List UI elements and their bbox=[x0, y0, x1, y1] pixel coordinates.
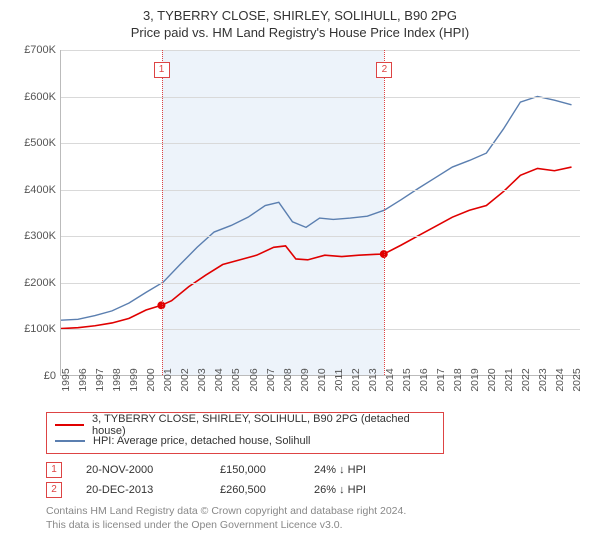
x-tick-label: 2001 bbox=[162, 368, 174, 391]
gridline-h bbox=[61, 283, 580, 284]
series-hpi bbox=[61, 96, 572, 320]
x-tick-label: 2024 bbox=[554, 368, 566, 391]
footer-attribution: Contains HM Land Registry data © Crown c… bbox=[46, 504, 588, 532]
x-tick-label: 2019 bbox=[469, 368, 481, 391]
legend-label: HPI: Average price, detached house, Soli… bbox=[93, 435, 311, 447]
x-tick-label: 2008 bbox=[282, 368, 294, 391]
gridline-h bbox=[61, 97, 580, 98]
x-tick-label: 2015 bbox=[401, 368, 413, 391]
marker-label-box: 2 bbox=[376, 62, 392, 78]
x-tick-label: 1998 bbox=[111, 368, 123, 391]
sale-delta: 24% ↓ HPI bbox=[314, 464, 394, 476]
x-tick-label: 2021 bbox=[503, 368, 515, 391]
x-tick-label: 1999 bbox=[128, 368, 140, 391]
legend-row: 3, TYBERRY CLOSE, SHIRLEY, SOLIHULL, B90… bbox=[55, 417, 435, 433]
sale-date: 20-NOV-2000 bbox=[86, 464, 196, 476]
chart-area: 12 £0£100K£200K£300K£400K£500K£600K£700K… bbox=[12, 46, 588, 406]
series-property bbox=[61, 167, 572, 329]
legend: 3, TYBERRY CLOSE, SHIRLEY, SOLIHULL, B90… bbox=[46, 412, 444, 454]
x-tick-label: 2023 bbox=[537, 368, 549, 391]
sale-price: £150,000 bbox=[220, 464, 290, 476]
title-line-1: 3, TYBERRY CLOSE, SHIRLEY, SOLIHULL, B90… bbox=[12, 8, 588, 23]
marker-line bbox=[384, 50, 385, 375]
y-tick-label: £200K bbox=[12, 277, 56, 289]
x-tick-label: 2003 bbox=[196, 368, 208, 391]
x-tick-label: 2012 bbox=[350, 368, 362, 391]
sale-date: 20-DEC-2013 bbox=[86, 484, 196, 496]
legend-swatch bbox=[55, 440, 85, 442]
chart-title: 3, TYBERRY CLOSE, SHIRLEY, SOLIHULL, B90… bbox=[12, 8, 588, 40]
x-tick-label: 2020 bbox=[486, 368, 498, 391]
x-tick-label: 2017 bbox=[435, 368, 447, 391]
x-tick-label: 2025 bbox=[571, 368, 583, 391]
sale-row: 1 20-NOV-2000 £150,000 24% ↓ HPI bbox=[46, 462, 588, 478]
sale-marker-box: 1 bbox=[46, 462, 62, 478]
x-tick-label: 2010 bbox=[316, 368, 328, 391]
x-tick-label: 2016 bbox=[418, 368, 430, 391]
x-tick-label: 2002 bbox=[179, 368, 191, 391]
legend-swatch bbox=[55, 424, 84, 426]
sale-row: 2 20-DEC-2013 £260,500 26% ↓ HPI bbox=[46, 482, 588, 498]
legend-label: 3, TYBERRY CLOSE, SHIRLEY, SOLIHULL, B90… bbox=[92, 413, 435, 437]
gridline-h bbox=[61, 190, 580, 191]
x-tick-label: 2009 bbox=[299, 368, 311, 391]
plot-region: 12 bbox=[60, 50, 580, 376]
x-tick-label: 2006 bbox=[248, 368, 260, 391]
x-tick-label: 2018 bbox=[452, 368, 464, 391]
footer-line-1: Contains HM Land Registry data © Crown c… bbox=[46, 504, 588, 518]
y-tick-label: £0 bbox=[12, 370, 56, 382]
title-line-2: Price paid vs. HM Land Registry's House … bbox=[12, 25, 588, 40]
sale-price: £260,500 bbox=[220, 484, 290, 496]
x-tick-label: 2007 bbox=[265, 368, 277, 391]
x-tick-label: 2000 bbox=[145, 368, 157, 391]
x-tick-label: 2004 bbox=[213, 368, 225, 391]
sales-list: 1 20-NOV-2000 £150,000 24% ↓ HPI 2 20-DEC-201… bbox=[12, 462, 588, 498]
footer-line-2: This data is licensed under the Open Gov… bbox=[46, 518, 588, 532]
y-tick-label: £300K bbox=[12, 230, 56, 242]
gridline-h bbox=[61, 143, 580, 144]
x-tick-label: 2005 bbox=[230, 368, 242, 391]
y-tick-label: £700K bbox=[12, 44, 56, 56]
marker-line bbox=[162, 50, 163, 375]
x-tick-label: 2011 bbox=[333, 369, 345, 392]
chart-svg bbox=[61, 50, 580, 375]
y-tick-label: £600K bbox=[12, 91, 56, 103]
x-tick-label: 1995 bbox=[60, 368, 72, 391]
x-tick-label: 2013 bbox=[367, 368, 379, 391]
x-tick-label: 1997 bbox=[94, 368, 106, 391]
gridline-h bbox=[61, 236, 580, 237]
y-tick-label: £100K bbox=[12, 323, 56, 335]
y-tick-label: £500K bbox=[12, 137, 56, 149]
gridline-h bbox=[61, 329, 580, 330]
x-tick-label: 1996 bbox=[77, 368, 89, 391]
sale-marker-box: 2 bbox=[46, 482, 62, 498]
x-tick-label: 2014 bbox=[384, 368, 396, 391]
marker-label-box: 1 bbox=[154, 62, 170, 78]
y-tick-label: £400K bbox=[12, 184, 56, 196]
x-tick-label: 2022 bbox=[520, 368, 532, 391]
sale-delta: 26% ↓ HPI bbox=[314, 484, 394, 496]
gridline-h bbox=[61, 50, 580, 51]
